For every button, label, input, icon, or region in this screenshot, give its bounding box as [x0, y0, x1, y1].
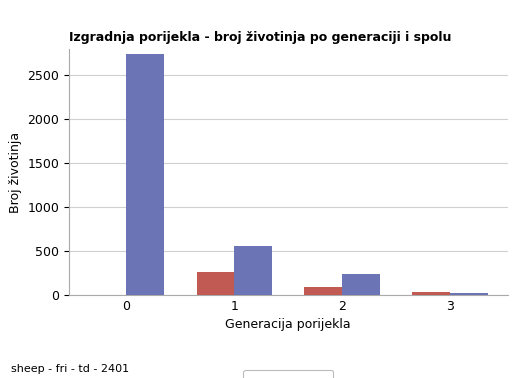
- Bar: [234, 246, 272, 295]
- Bar: [126, 54, 164, 295]
- Y-axis label: Broj životinja: Broj životinja: [8, 132, 22, 212]
- Bar: [450, 293, 488, 295]
- Bar: [197, 273, 234, 295]
- Bar: [342, 274, 380, 295]
- Text: sheep - fri - td - 2401: sheep - fri - td - 2401: [11, 364, 129, 374]
- Legend: F, M: F, M: [243, 370, 333, 378]
- Bar: [413, 292, 450, 295]
- Bar: [305, 287, 342, 295]
- Text: Izgradnja porijekla - broj životinja po generaciji i spolu: Izgradnja porijekla - broj životinja po …: [69, 31, 451, 44]
- X-axis label: Generacija porijekla: Generacija porijekla: [225, 318, 351, 331]
